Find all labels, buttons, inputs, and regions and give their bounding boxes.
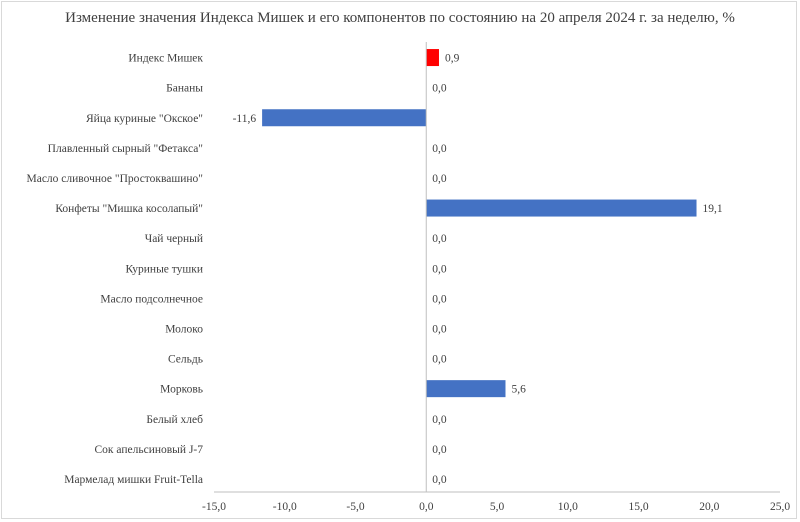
category-label: Молоко bbox=[165, 323, 203, 335]
x-tick-label: -15,0 bbox=[202, 501, 226, 513]
x-tick-label: -5,0 bbox=[346, 501, 364, 513]
x-tick-label: 25,0 bbox=[770, 501, 790, 513]
data-label: 0,0 bbox=[432, 354, 447, 366]
category-label: Белый хлеб bbox=[146, 414, 203, 426]
category-label: Плавленный сырный "Фетакса" bbox=[48, 143, 203, 155]
category-label: Масло подсолнечное bbox=[100, 293, 203, 305]
data-label: 19,1 bbox=[703, 203, 723, 215]
bar bbox=[426, 380, 506, 398]
category-label: Масло сливочное "Простоквашино" bbox=[27, 173, 204, 185]
data-label: 0,0 bbox=[432, 233, 447, 245]
data-label: 0,0 bbox=[432, 173, 447, 185]
category-label: Индекс Мишек bbox=[128, 53, 203, 65]
data-label: 0,0 bbox=[432, 474, 447, 486]
category-label: Мармелад мишки Fruit-Tella bbox=[64, 474, 203, 486]
category-label: Конфеты "Мишка косолапый" bbox=[55, 203, 203, 215]
data-label: 0,9 bbox=[445, 53, 460, 65]
category-label: Сок апельсиновый J-7 bbox=[95, 444, 204, 456]
x-tick-label: 5,0 bbox=[490, 501, 505, 513]
bar bbox=[262, 109, 427, 127]
data-label: -11,6 bbox=[233, 113, 257, 125]
category-label: Морковь bbox=[160, 384, 203, 396]
x-tick-label: 20,0 bbox=[699, 501, 719, 513]
data-label: 0,0 bbox=[432, 143, 447, 155]
data-label: 0,0 bbox=[432, 323, 447, 335]
bar bbox=[426, 199, 697, 217]
data-label: 0,0 bbox=[432, 83, 447, 95]
x-tick-label: -10,0 bbox=[273, 501, 297, 513]
chart-title: Изменение значения Индекса Мишек и его к… bbox=[65, 10, 735, 26]
data-label: 0,0 bbox=[432, 263, 447, 275]
x-tick-label: 0,0 bbox=[419, 501, 434, 513]
data-label: 5,6 bbox=[511, 384, 526, 396]
data-label: 0,0 bbox=[432, 444, 447, 456]
x-tick-label: 10,0 bbox=[558, 501, 578, 513]
data-label: 0,0 bbox=[432, 293, 447, 305]
x-tick-label: 15,0 bbox=[628, 501, 648, 513]
category-label: Куриные тушки bbox=[125, 263, 203, 275]
bar bbox=[426, 49, 439, 67]
category-label: Яйца куриные "Окское" bbox=[86, 113, 203, 125]
category-label: Бананы bbox=[166, 83, 203, 95]
category-label: Чай черный bbox=[145, 233, 203, 245]
data-label: 0,0 bbox=[432, 414, 447, 426]
category-label: Сельдь bbox=[168, 354, 203, 366]
